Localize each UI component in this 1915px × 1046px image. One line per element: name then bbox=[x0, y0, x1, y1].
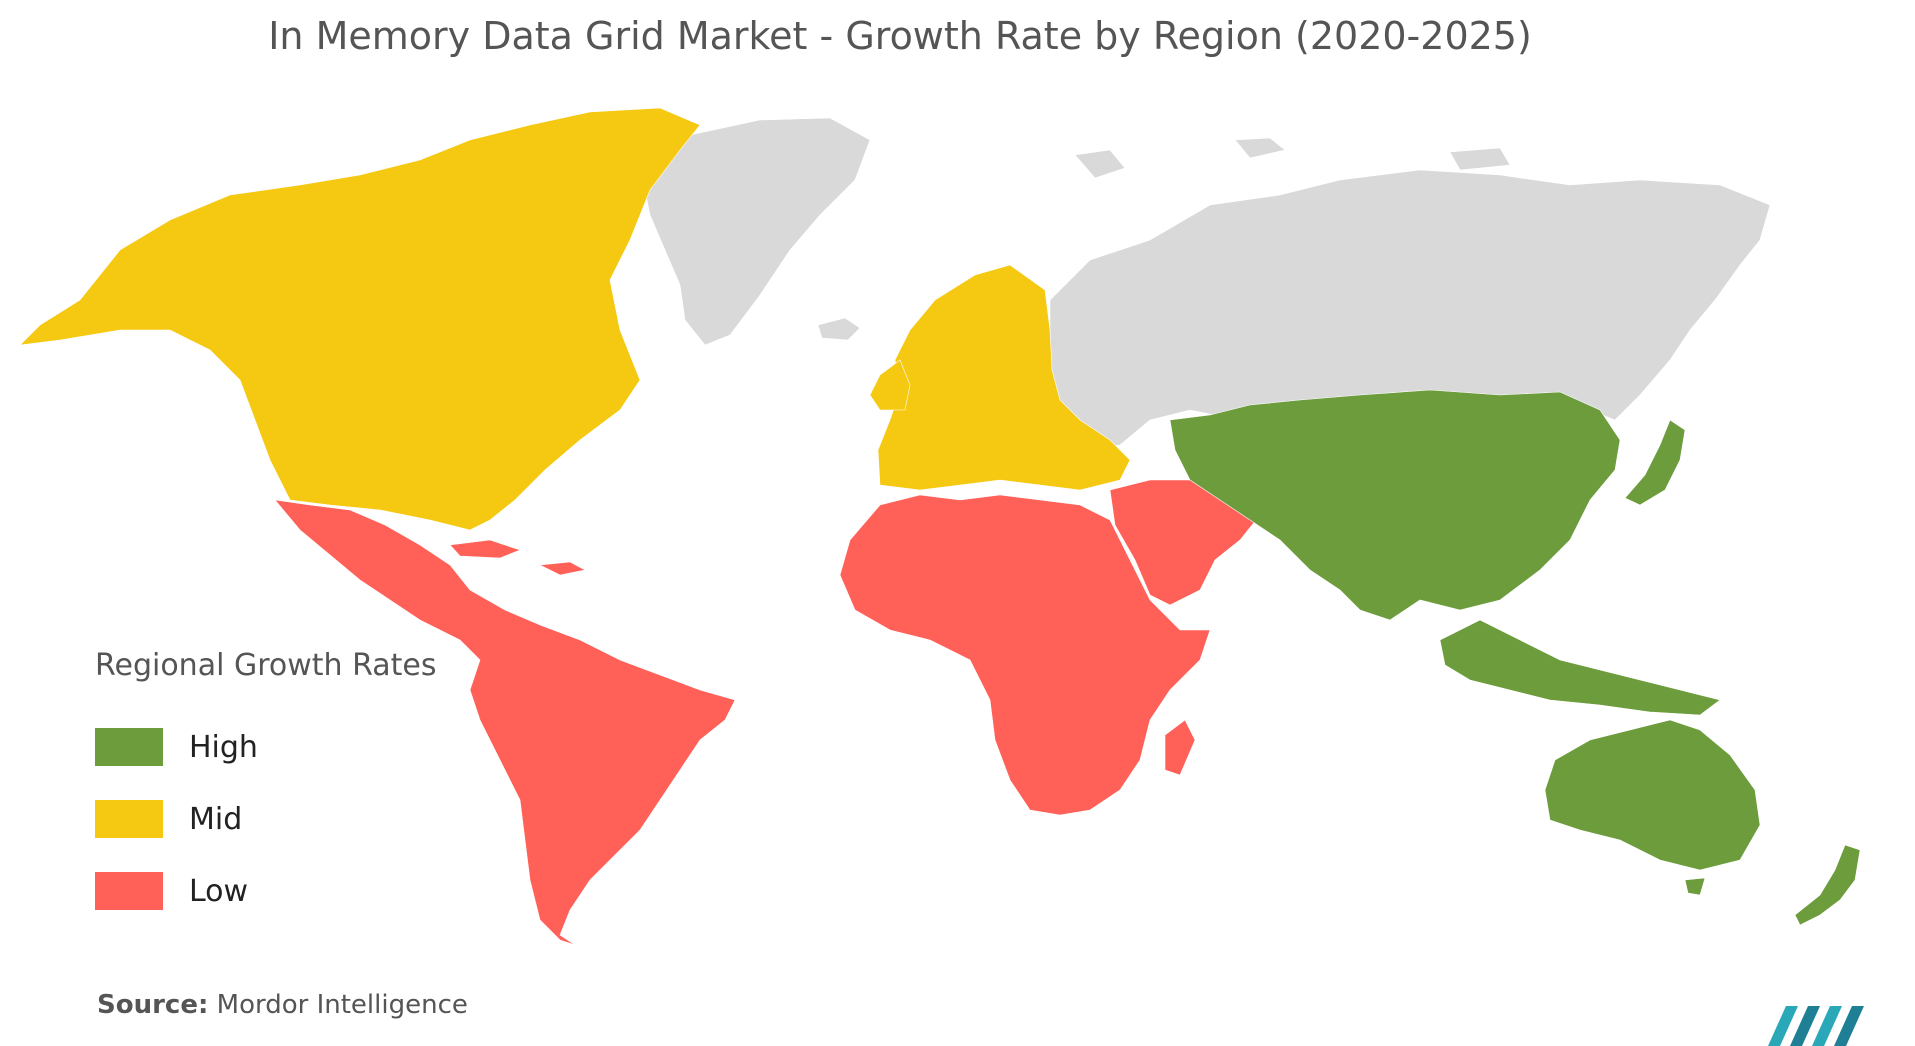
region-southeast-asia bbox=[1439, 619, 1721, 716]
legend-label-mid: Mid bbox=[189, 801, 243, 837]
region-greenland bbox=[639, 117, 871, 346]
mordor-intelligence-logo-icon bbox=[1768, 1006, 1864, 1046]
region-iceland bbox=[817, 317, 861, 341]
region-latin-america bbox=[274, 499, 736, 946]
legend-swatch-mid bbox=[95, 800, 163, 838]
chart-title: In Memory Data Grid Market - Growth Rate… bbox=[268, 14, 1532, 58]
region-asia-pacific bbox=[1169, 389, 1621, 621]
source-label: Source: bbox=[97, 990, 209, 1020]
legend-label-low: Low bbox=[189, 873, 249, 909]
legend-swatch-high bbox=[95, 728, 163, 766]
legend: Regional Growth Rates High Mid Low bbox=[95, 648, 437, 927]
region-arctic-islands bbox=[1074, 137, 1511, 179]
legend-item-mid: Mid bbox=[95, 783, 437, 855]
region-tasmania bbox=[1684, 877, 1706, 896]
region-japan bbox=[1624, 419, 1686, 506]
region-russia bbox=[1049, 169, 1771, 451]
legend-item-low: Low bbox=[95, 855, 437, 927]
region-australia bbox=[1544, 719, 1761, 871]
legend-swatch-low bbox=[95, 872, 163, 910]
source-note: Source: Mordor Intelligence bbox=[97, 990, 468, 1020]
region-madagascar bbox=[1164, 719, 1196, 776]
legend-title: Regional Growth Rates bbox=[95, 648, 437, 683]
region-uk bbox=[869, 359, 911, 411]
legend-label-high: High bbox=[189, 729, 258, 765]
region-africa bbox=[839, 494, 1211, 816]
source-value: Mordor Intelligence bbox=[216, 990, 468, 1020]
legend-item-high: High bbox=[95, 711, 437, 783]
region-new-zealand bbox=[1794, 844, 1861, 926]
region-north-america bbox=[19, 107, 701, 531]
region-caribbean bbox=[449, 539, 586, 576]
